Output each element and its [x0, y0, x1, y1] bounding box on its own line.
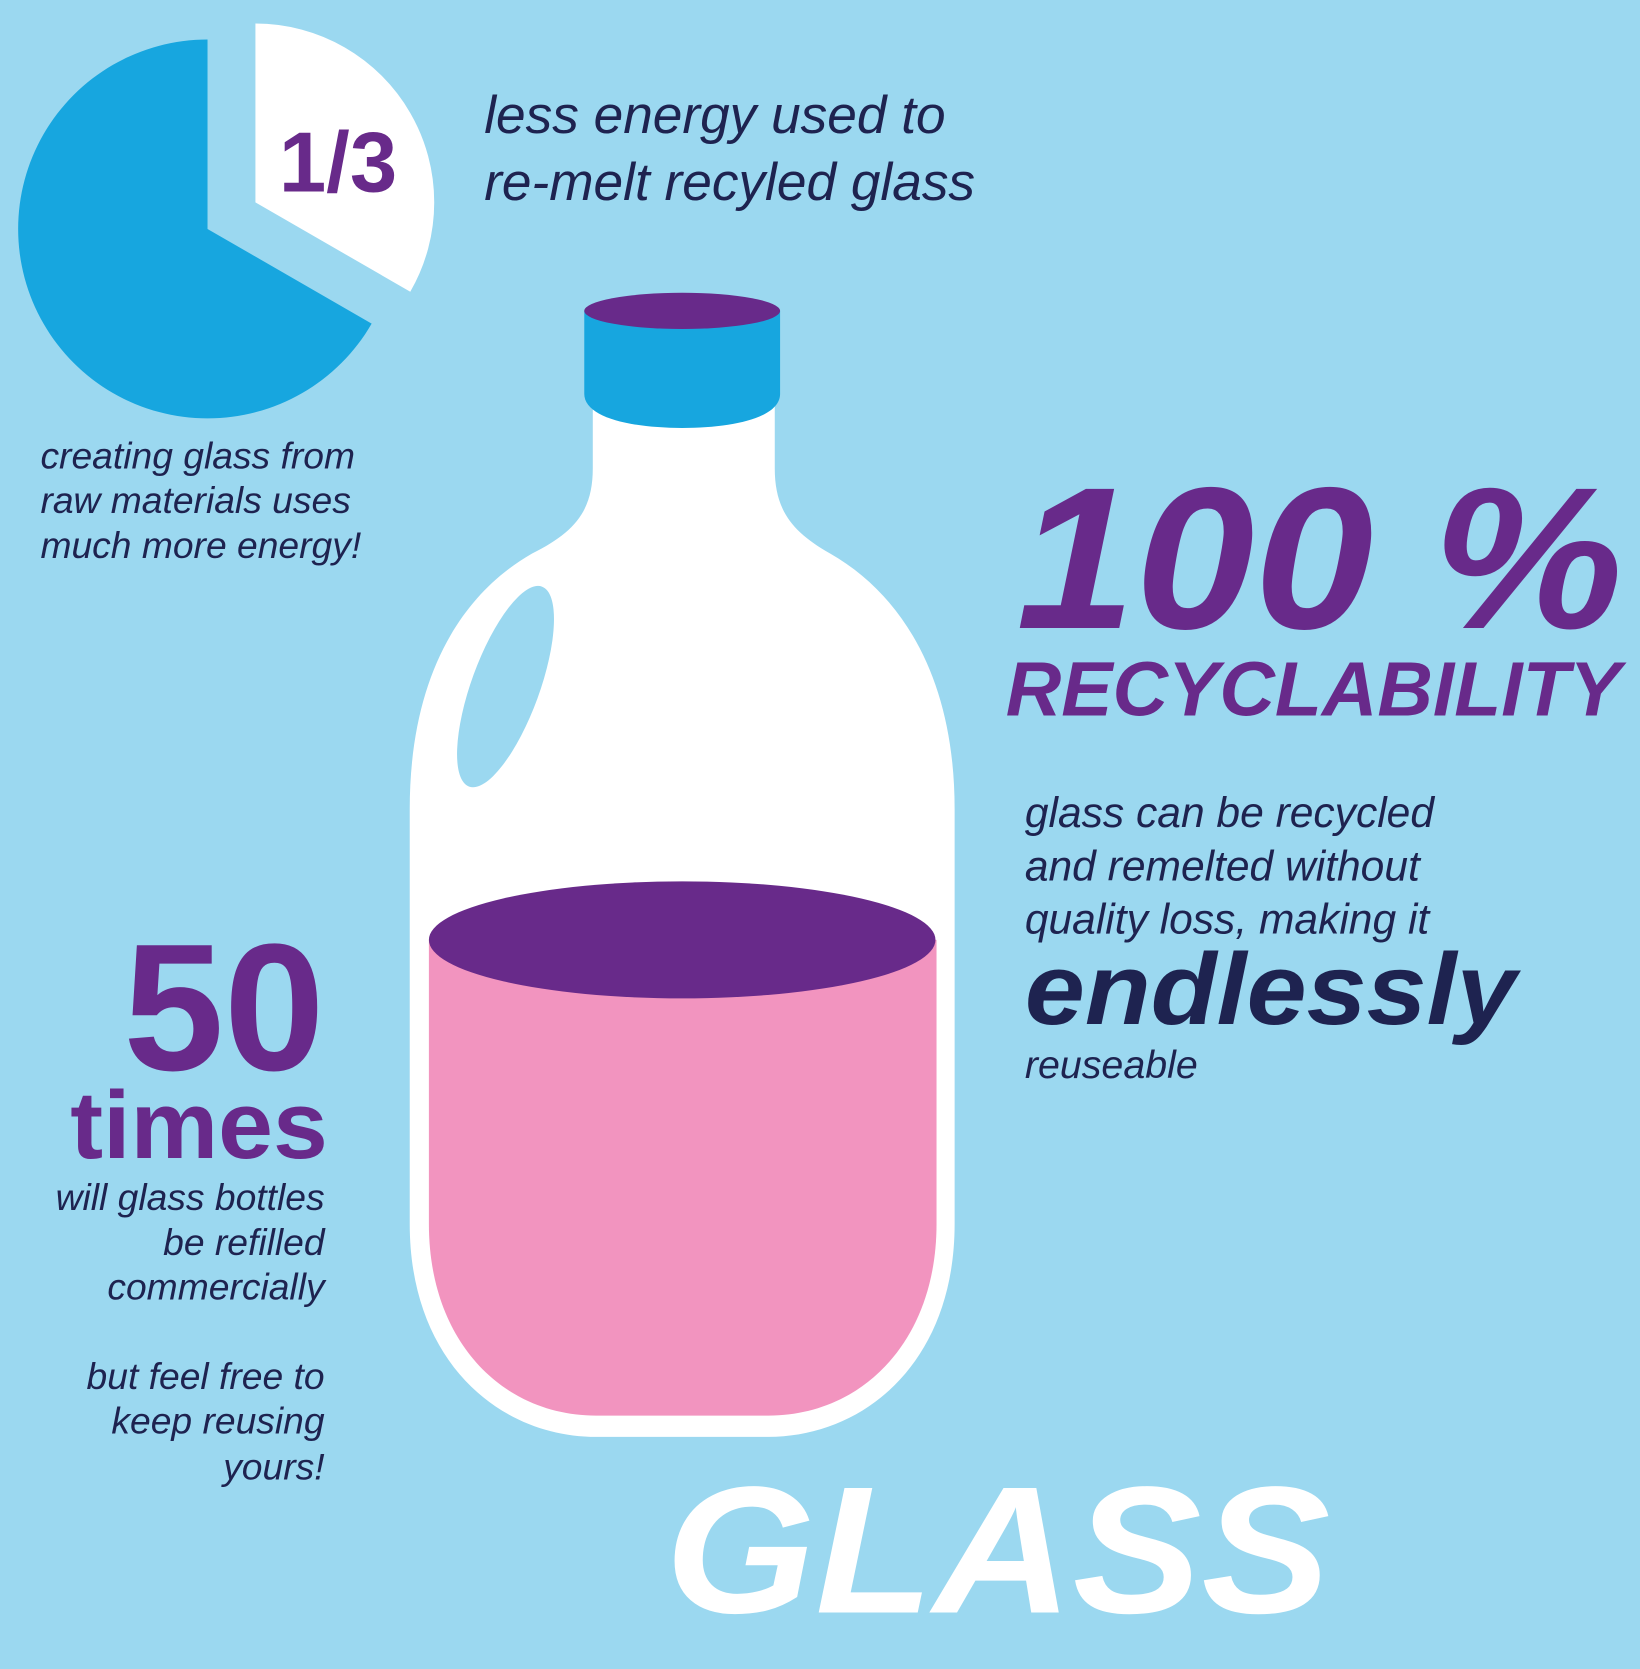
emphasis: endlessly: [1025, 933, 1522, 1046]
note-line: much more energy!: [40, 524, 361, 566]
figure-unit: times: [70, 1072, 328, 1179]
text-line: keep reusing: [111, 1400, 324, 1442]
liquid: [428, 939, 937, 1416]
figure-label: RECYCLABILITY: [1006, 647, 1627, 732]
pie-small-slice: [255, 23, 435, 292]
cap-top: [584, 292, 781, 329]
text-line: yours!: [220, 1445, 324, 1487]
big-figure: 100 %: [1016, 445, 1623, 671]
bottle-cap: [584, 310, 781, 428]
caption-line: re-melt recyled glass: [484, 153, 975, 212]
text-line: quality loss, making it: [1025, 895, 1432, 943]
text-line: be refilled: [163, 1221, 326, 1263]
bottle-handle: [457, 585, 554, 788]
note-line: raw materials uses: [40, 479, 350, 521]
text-line: but feel free to: [87, 1355, 325, 1397]
liquid-surface: [428, 881, 936, 999]
text-line: and remelted without: [1025, 842, 1422, 890]
title: GLASS: [665, 1449, 1330, 1651]
fraction: 1/3: [279, 116, 397, 211]
big-figure: 50: [123, 907, 324, 1109]
pie-large-slice: [18, 39, 372, 419]
note-line: creating glass from: [40, 434, 355, 476]
text-line: will glass bottles: [56, 1176, 325, 1218]
text-line: glass can be recycled: [1025, 789, 1435, 837]
text-line: commercially: [107, 1266, 327, 1308]
caption-line: less energy used to: [484, 86, 945, 145]
text-line: reuseable: [1025, 1043, 1198, 1087]
